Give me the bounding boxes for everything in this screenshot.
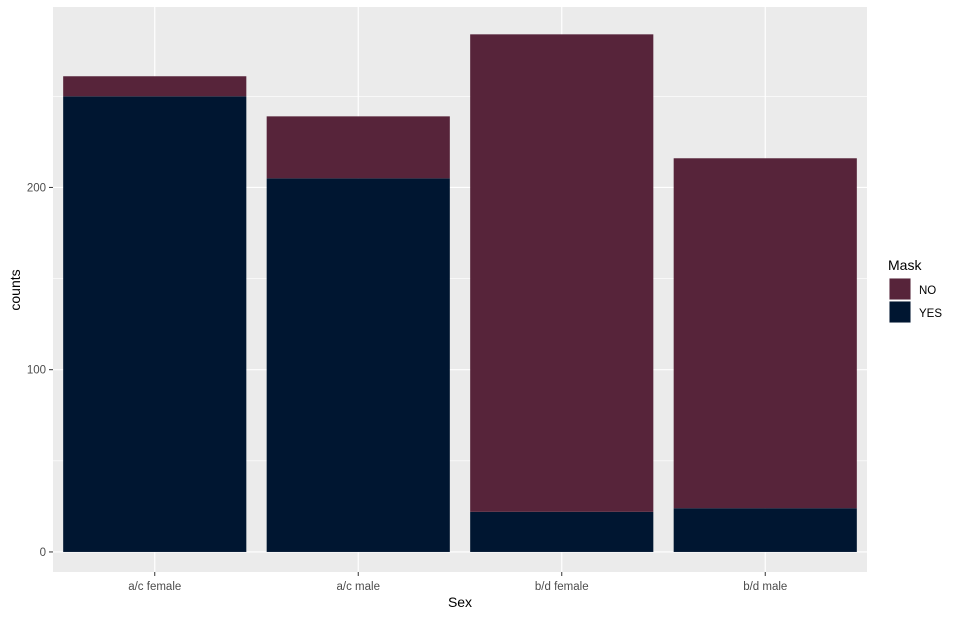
bar-segment-no bbox=[673, 158, 857, 509]
x-tick-label: a/c male bbox=[337, 581, 380, 593]
legend: Mask NO YES bbox=[888, 257, 942, 323]
x-tick-label: a/c female bbox=[128, 581, 181, 593]
bar-segment-yes bbox=[266, 178, 450, 552]
bar-segment-no bbox=[470, 34, 654, 512]
bar-segment-no bbox=[266, 116, 450, 179]
bars bbox=[63, 34, 857, 552]
legend-title: Mask bbox=[888, 257, 922, 273]
bar-segment-yes bbox=[673, 508, 857, 552]
legend-label-yes: YES bbox=[919, 308, 942, 320]
x-tick-label: b/d male bbox=[743, 581, 787, 593]
x-tick-label: b/d female bbox=[535, 581, 589, 593]
legend-items: NO YES bbox=[889, 278, 942, 323]
legend-label-no: NO bbox=[919, 285, 936, 297]
x-axis-title: Sex bbox=[448, 594, 472, 610]
x-axis: a/c female a/c male b/d female b/d male bbox=[128, 572, 787, 593]
y-tick-label: 200 bbox=[27, 182, 46, 194]
y-axis: 0 100 200 bbox=[27, 182, 53, 559]
y-tick-label: 0 bbox=[40, 547, 46, 559]
y-axis-title: counts bbox=[7, 269, 23, 310]
bar-segment-no bbox=[63, 76, 247, 97]
bar-segment-yes bbox=[63, 96, 247, 552]
legend-swatch-no bbox=[889, 278, 911, 300]
bar-segment-yes bbox=[470, 511, 654, 552]
legend-swatch-yes bbox=[889, 301, 911, 323]
y-tick-label: 100 bbox=[27, 365, 46, 377]
